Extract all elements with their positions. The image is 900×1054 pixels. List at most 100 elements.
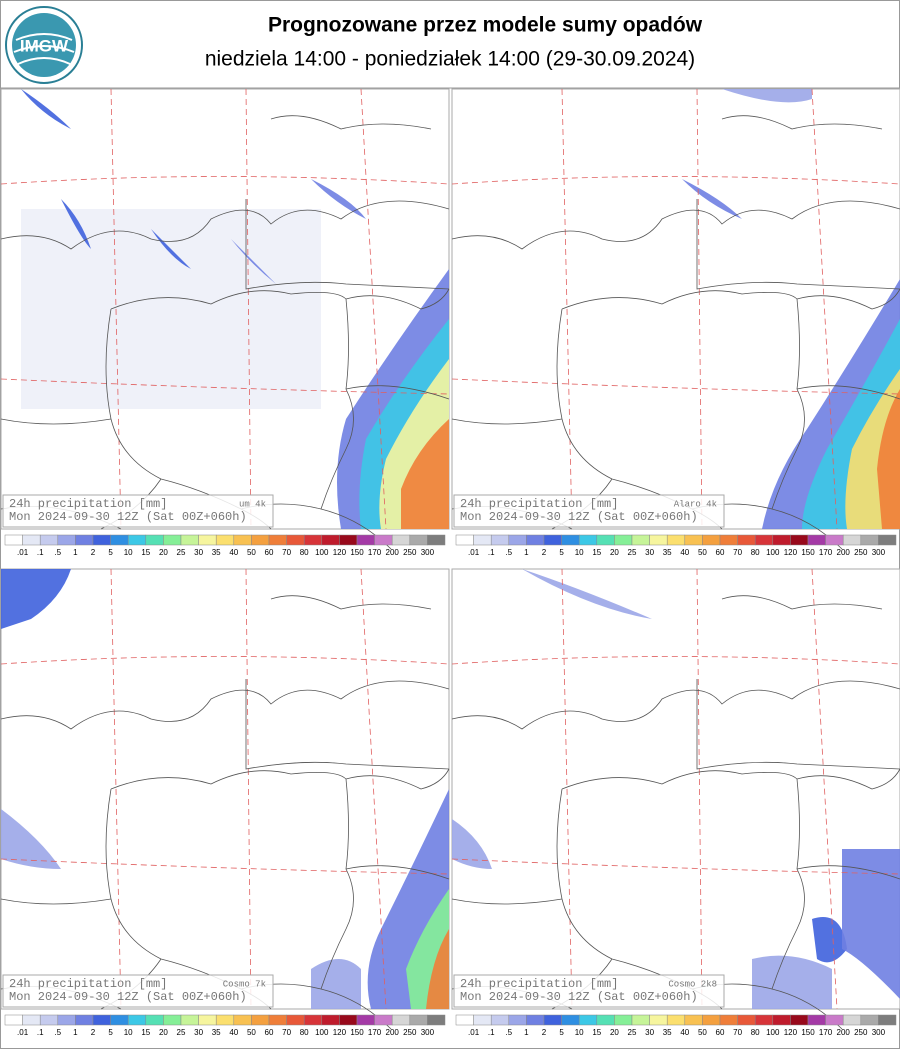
grid-line xyxy=(451,378,900,395)
colorbar-swatch xyxy=(110,534,129,546)
colorbar-swatch xyxy=(649,1014,668,1026)
colorbar-swatch xyxy=(409,534,428,546)
colorbar-label: 250 xyxy=(854,1028,868,1037)
precipitation-area xyxy=(426,929,449,1009)
grid-line xyxy=(360,568,387,1010)
border-line xyxy=(105,770,354,990)
colorbar-label: 20 xyxy=(610,1028,619,1037)
colorbar-label: 300 xyxy=(872,1028,886,1037)
colorbar-label: 25 xyxy=(628,548,637,557)
grid-line xyxy=(451,656,900,665)
colorbar-swatch xyxy=(391,534,411,546)
colorbar: .01.1.5 1 2 5 10 15 20 25 30 35 40 50 60 70 80 100 120 15… xyxy=(455,1014,897,1037)
colorbar-label: 100 xyxy=(315,548,329,557)
colorbar-label: 70 xyxy=(282,548,291,557)
colorbar-swatch xyxy=(180,1014,199,1026)
info-label: 24h precipitation [mm] xyxy=(9,497,167,511)
colorbar-swatch xyxy=(251,534,270,546)
grid-line xyxy=(0,858,450,875)
colorbar-swatch xyxy=(473,1014,492,1026)
colorbar-swatch xyxy=(878,1014,897,1026)
colorbar-label: .1 xyxy=(488,548,495,557)
colorbar-label: 2 xyxy=(542,548,547,557)
colorbar-label: 250 xyxy=(854,548,868,557)
colorbar-swatch xyxy=(526,534,545,546)
colorbar: .01.1.5 1 2 5 10 15 20 25 30 35 40 50 60 70 80 100 120 15… xyxy=(4,1014,446,1037)
precipitation-area xyxy=(722,89,812,103)
colorbar-label: 1 xyxy=(73,548,78,557)
grid-line xyxy=(245,88,252,530)
colorbar-label: .5 xyxy=(54,1028,61,1037)
light-rain-area xyxy=(21,209,321,409)
colorbar-swatch xyxy=(286,534,305,546)
colorbar-label: 200 xyxy=(386,548,400,557)
colorbar-label: 40 xyxy=(680,548,689,557)
precipitation-area xyxy=(61,199,91,249)
colorbar-swatch xyxy=(198,1014,217,1026)
colorbar-swatch xyxy=(543,1014,562,1026)
grid-line xyxy=(451,858,900,875)
grid-line xyxy=(811,88,838,530)
precipitation-area xyxy=(311,179,366,219)
colorbar-label: 5 xyxy=(559,548,564,557)
colorbar-label: 170 xyxy=(368,548,382,557)
colorbar-label: 10 xyxy=(124,548,133,557)
colorbar-swatch xyxy=(807,1014,826,1026)
colorbar-swatch xyxy=(92,534,111,546)
model-name: Cosmo 7k xyxy=(223,979,266,989)
colorbar-label: 50 xyxy=(698,548,707,557)
colorbar-swatch xyxy=(455,1014,474,1026)
colorbar-label: 35 xyxy=(663,1028,672,1037)
info-box xyxy=(2,974,274,1008)
colorbar-swatch xyxy=(356,1014,375,1026)
colorbar-swatch xyxy=(666,534,686,546)
colorbar-label: 1 xyxy=(73,1028,78,1037)
colorbar: .01.1.5 1 2 5 10 15 20 25 30 35 40 50 60 70 80 100 120 15… xyxy=(4,534,446,557)
colorbar-label: 150 xyxy=(801,1028,815,1037)
colorbar-label: 80 xyxy=(751,548,760,557)
border-line xyxy=(245,199,450,290)
map-background xyxy=(0,568,450,1010)
colorbar-swatch xyxy=(145,1014,164,1026)
border-line xyxy=(451,418,563,425)
colorbar-swatch xyxy=(321,1014,340,1026)
grid-line xyxy=(696,568,703,1010)
colorbar-label: 25 xyxy=(177,548,186,557)
colorbar-label: 100 xyxy=(315,1028,329,1037)
colorbar-swatch xyxy=(339,534,358,546)
colorbar-swatch xyxy=(39,534,59,546)
precipitation-area xyxy=(231,239,276,284)
precipitation-area xyxy=(1,569,71,629)
border-line xyxy=(796,768,900,790)
colorbar-label: 40 xyxy=(680,1028,689,1037)
colorbar-label: 120 xyxy=(784,548,798,557)
colorbar-label: 35 xyxy=(212,548,221,557)
colorbar-label: 10 xyxy=(575,1028,584,1037)
colorbar-swatch xyxy=(286,1014,305,1026)
colorbar-label: 15 xyxy=(592,1028,601,1037)
colorbar-swatch xyxy=(92,1014,111,1026)
border-line xyxy=(0,898,112,905)
grid-line xyxy=(0,176,450,185)
border-line xyxy=(721,115,883,130)
colorbar-label: 25 xyxy=(628,1028,637,1037)
run-info: Mon 2024-09-30 12Z (Sat 00Z+060h) xyxy=(460,990,698,1004)
subtitle: niedziela 14:00 - poniedziałek 14:00 (29… xyxy=(205,48,695,71)
colorbar-swatch xyxy=(374,534,393,546)
colorbar-swatch xyxy=(684,1014,703,1026)
colorbar-swatch xyxy=(145,534,164,546)
colorbar-label: 20 xyxy=(159,548,168,557)
precipitation-area xyxy=(401,419,449,529)
colorbar-swatch xyxy=(321,534,340,546)
colorbar-swatch xyxy=(110,1014,129,1026)
info-box xyxy=(453,494,725,528)
colorbar-label: 200 xyxy=(386,1028,400,1037)
colorbar-swatch xyxy=(4,1014,23,1026)
colorbar-label: .5 xyxy=(505,1028,512,1037)
colorbar-label: 80 xyxy=(300,548,309,557)
colorbar-swatch xyxy=(596,534,615,546)
model-name: Alaro 4k xyxy=(674,499,717,509)
colorbar-swatch xyxy=(790,534,809,546)
border-line xyxy=(0,680,450,730)
colorbar-swatch xyxy=(490,534,510,546)
